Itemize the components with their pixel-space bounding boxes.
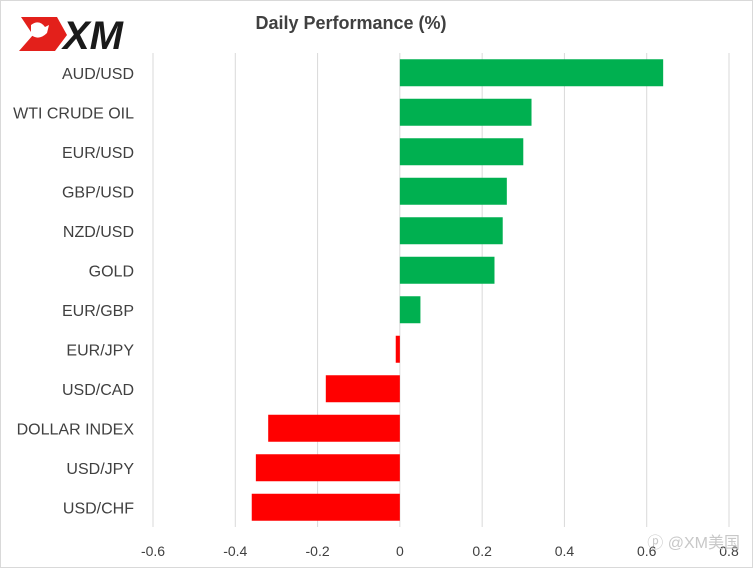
category-label: EUR/JPY — [66, 342, 134, 359]
bar — [268, 414, 400, 442]
category-label: NZD/USD — [63, 224, 134, 241]
bar — [255, 454, 400, 482]
bar — [399, 98, 532, 126]
x-tick-label: 0.6 — [637, 543, 657, 559]
bar — [399, 296, 421, 324]
category-label: DOLLAR INDEX — [17, 421, 135, 438]
x-tick-label: -0.2 — [306, 543, 330, 559]
category-label: GBP/USD — [62, 184, 134, 201]
x-tick-label: 0.2 — [472, 543, 492, 559]
bar — [399, 177, 507, 205]
bar — [325, 375, 400, 403]
category-label: EUR/GBP — [62, 303, 134, 320]
category-label: AUD/USD — [62, 66, 134, 83]
bar — [251, 493, 400, 521]
watermark-text: @XM美国 — [667, 535, 740, 552]
category-label: USD/JPY — [66, 461, 134, 478]
category-label: USD/CAD — [62, 382, 134, 399]
logo-bull-icon — [31, 22, 49, 38]
category-label: EUR/USD — [62, 145, 134, 162]
chart-title: Daily Performance (%) — [255, 13, 447, 33]
x-tick-label: 0.8 — [719, 543, 739, 559]
category-label: USD/CHF — [63, 500, 134, 517]
x-tick-label: 0.4 — [555, 543, 575, 559]
bar — [399, 217, 503, 245]
category-label: GOLD — [89, 263, 134, 280]
category-label: WTI CRUDE OIL — [13, 105, 134, 122]
x-tick-label: 0 — [396, 543, 404, 559]
bar — [395, 335, 400, 363]
logo-text: XM — [61, 14, 125, 55]
bar — [399, 138, 524, 166]
xm-logo: XM — [19, 14, 125, 55]
x-tick-label: -0.4 — [223, 543, 247, 559]
x-axis-tick-labels: -0.6 -0.4 -0.2 0 0.2 0.4 0.6 0.8 — [141, 543, 739, 559]
bars — [251, 59, 664, 521]
x-tick-label: -0.6 — [141, 543, 165, 559]
bar — [399, 59, 664, 87]
category-labels: AUD/USD WTI CRUDE OIL EUR/USD GBP/USD NZD/US… — [13, 66, 134, 518]
gridlines — [152, 53, 730, 527]
watermark: ⓟ @XM美国 — [647, 529, 740, 553]
bar — [399, 256, 495, 284]
watermark-icon: ⓟ — [647, 535, 664, 552]
